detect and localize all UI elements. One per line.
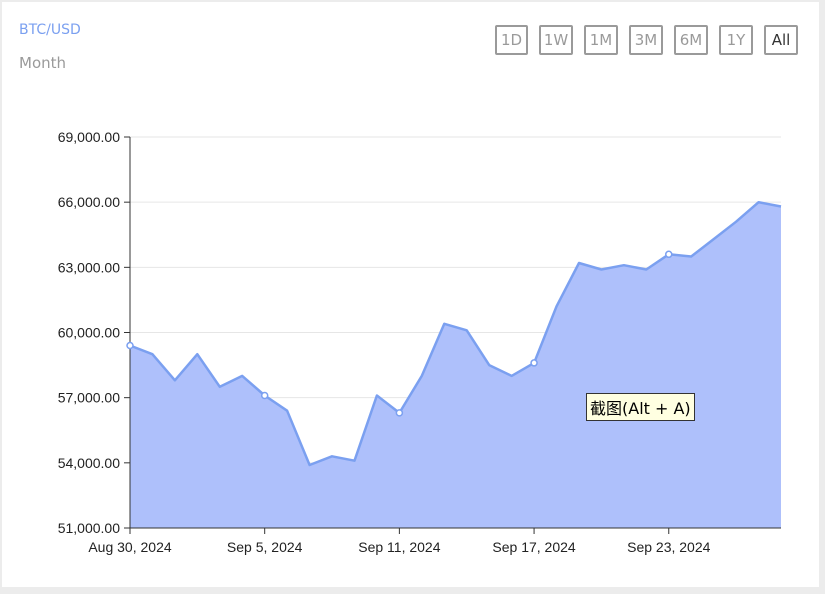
range-button-all[interactable]: All [764,25,798,55]
data-point-marker [395,409,404,417]
data-point-marker [530,359,538,367]
x-tick-label: Aug 30, 2024 [88,539,172,555]
data-point-marker [126,341,134,350]
area-layer [129,200,782,528]
range-button-1m[interactable]: 1M [584,25,618,55]
area-fill [130,202,781,528]
y-tick-label: 57,000.00 [58,390,120,406]
x-tick-label: Sep 23, 2024 [627,539,711,555]
y-tick-label: 69,000.00 [58,129,120,145]
y-tick-label: 54,000.00 [58,455,120,471]
screenshot-tooltip: 截图(Alt + A) [586,393,695,421]
y-tick-label: 51,000.00 [58,520,120,536]
y-tick-label: 63,000.00 [58,259,120,275]
x-tick-label: Sep 17, 2024 [492,539,576,555]
range-button-1d[interactable]: 1D [495,25,528,55]
range-button-6m[interactable]: 6M [674,25,708,55]
period-label: Month [19,54,67,72]
range-button-1w[interactable]: 1W [539,25,573,55]
data-point-marker [665,250,673,259]
data-point-marker [260,391,269,400]
pair-title: BTC/USD [19,22,81,38]
y-ticks: 51,000.00 54,000.00 57,000.00 60,000.00 63,0… [58,129,130,536]
x-ticks: Aug 30, 2024 Sep 5, 2024 Sep 11, 2024 Sep 1… [88,528,711,555]
x-tick-label: Sep 11, 2024 [358,539,440,555]
y-tick-label: 66,000.00 [58,194,120,210]
range-button-3m[interactable]: 3M [629,25,663,55]
x-tick-label: Sep 5, 2024 [227,539,303,555]
range-button-1y[interactable]: 1Y [719,25,753,55]
y-tick-label: 60,000.00 [58,325,120,341]
series-line [129,200,782,467]
markers [126,250,673,417]
